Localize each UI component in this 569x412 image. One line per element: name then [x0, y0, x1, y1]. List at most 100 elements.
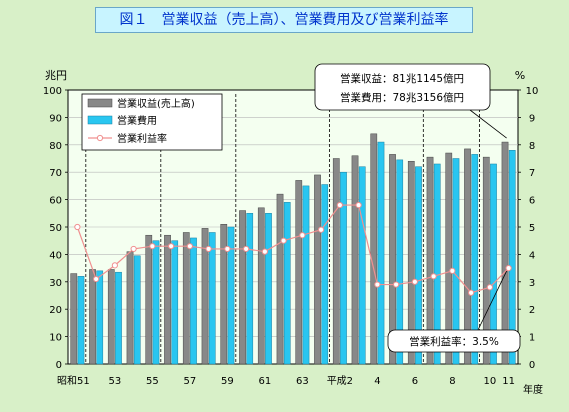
cost-bar [452, 158, 460, 365]
cost-bar [471, 154, 479, 365]
revenue-bar [370, 133, 378, 365]
annotation-box-margin [387, 329, 521, 353]
right-axis-tick: 3 [529, 278, 535, 289]
annotation-leader-revenue [469, 109, 507, 139]
x-axis-tick: 平成2 [327, 375, 353, 387]
revenue-bar [182, 232, 190, 365]
revenue-bar [239, 210, 246, 365]
cost-bar [190, 237, 197, 365]
x-axis-tick: 8 [449, 376, 455, 387]
margin-point [224, 245, 231, 253]
x-axis-tick: 55 [146, 376, 159, 387]
x-axis-tick: 57 [184, 376, 197, 387]
cost-bar [246, 213, 254, 365]
revenue-bar [201, 228, 209, 365]
margin-point [205, 245, 212, 253]
revenue-bar [70, 273, 78, 365]
left-axis-tick: 20 [49, 305, 62, 316]
cost-bar [227, 226, 235, 365]
cost-bar [171, 240, 179, 365]
x-axis-tick: 11 [502, 376, 515, 387]
left-axis-tick: 80 [49, 141, 62, 152]
revenue-bar [89, 269, 96, 365]
right-axis-tick: 7 [529, 168, 535, 179]
legend-label-revenue: 営業収益(売上高) [117, 97, 195, 110]
revenue-bar [351, 155, 359, 365]
revenue-bar [501, 141, 509, 365]
margin-point [336, 201, 343, 209]
x-axis-label: 年度 [523, 383, 543, 396]
margin-point [505, 265, 512, 272]
margin-point [280, 237, 287, 244]
margin-point [130, 245, 137, 253]
margin-point [393, 281, 400, 288]
revenue-bar [314, 174, 321, 365]
x-axis-tick: 53 [109, 376, 122, 387]
margin-point [411, 278, 418, 285]
left-axis-tick: 0 [56, 360, 62, 371]
left-axis-tick: 70 [49, 168, 62, 179]
left-axis-label: 兆円 [45, 69, 67, 82]
cost-bar [265, 213, 272, 365]
x-axis-tick: 63 [296, 376, 309, 387]
revenue-bar [389, 154, 396, 365]
revenue-bar [145, 234, 153, 365]
annotation-margin-line: 営業利益率：3.5% [409, 335, 499, 348]
revenue-bar [295, 180, 303, 365]
revenue-bar [164, 234, 171, 365]
legend-swatch-cost [87, 115, 113, 125]
right-axis-label: % [515, 69, 525, 82]
x-axis-tick: 6 [412, 376, 418, 387]
annotation-revenue-line: 営業収益：81兆1145億円 [340, 72, 464, 85]
chart-title: 図１ 営業収益（売上高）、営業費用及び営業利益率 [95, 7, 473, 33]
legend-swatch-revenue [87, 98, 113, 108]
legend-label-cost: 営業費用 [117, 114, 157, 127]
revenue-bar [126, 251, 134, 365]
cost-bar [321, 184, 329, 365]
right-axis-tick: 8 [529, 141, 535, 152]
cost-bar [115, 271, 122, 365]
cost-bar [377, 141, 385, 365]
x-axis-tick: 昭和51 [57, 375, 90, 387]
cost-bar [396, 159, 404, 365]
cost-bar [358, 166, 366, 365]
margin-point [449, 267, 456, 274]
cost-bar [340, 171, 347, 365]
left-axis-tick: 60 [49, 196, 62, 207]
margin-point [93, 275, 100, 283]
left-axis-tick: 50 [49, 223, 62, 234]
legend-label-margin: 営業利益率 [117, 132, 167, 145]
margin-point [299, 232, 306, 239]
x-axis-tick: 59 [221, 376, 234, 387]
left-axis-tick: 90 [49, 113, 62, 124]
cost-bar [77, 276, 85, 365]
left-axis-tick: 30 [49, 278, 62, 289]
right-axis-tick: 9 [529, 113, 535, 124]
margin-line [76, 204, 510, 294]
margin-point [186, 243, 193, 250]
margin-point [74, 223, 81, 231]
cost-bar [302, 185, 310, 365]
margin-point [318, 226, 325, 233]
right-axis-tick: 4 [529, 250, 535, 261]
cost-bar [490, 163, 497, 365]
revenue-bar [464, 148, 471, 365]
revenue-bar [276, 193, 284, 365]
revenue-bar [445, 152, 453, 365]
revenue-bar [426, 156, 434, 365]
legend-swatch-margin-point [96, 134, 104, 142]
margin-point [243, 245, 250, 253]
left-axis-tick: 100 [43, 86, 62, 97]
cost-bar [433, 163, 441, 365]
cost-bar [152, 240, 160, 365]
left-axis-tick: 10 [49, 333, 62, 344]
margin-point [168, 243, 175, 250]
margin-point [374, 281, 381, 288]
revenue-bar [482, 156, 490, 365]
revenue-bar [257, 207, 265, 365]
right-axis-tick: 0 [529, 360, 535, 371]
cost-bar [96, 270, 104, 365]
margin-point [430, 273, 437, 280]
right-axis-tick: 5 [529, 223, 535, 234]
